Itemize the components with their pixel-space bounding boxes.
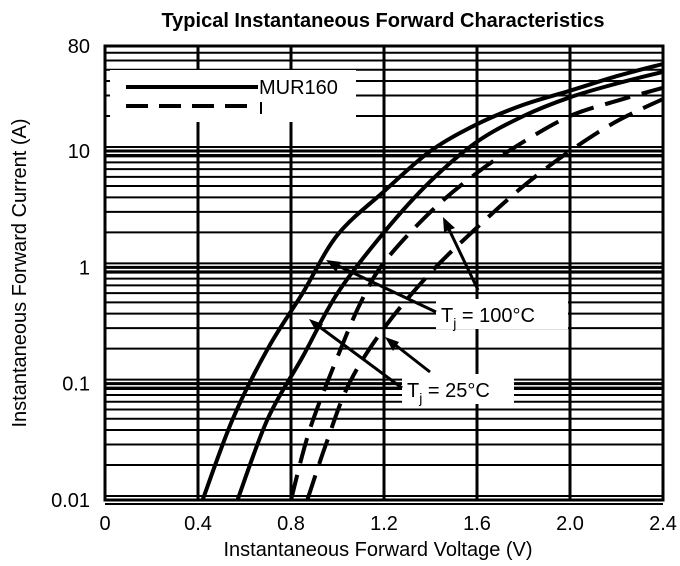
annotation-25c-label: Tj = 25°C [407, 380, 490, 406]
series-line-dashed-4 [305, 97, 664, 501]
x-tick-label: 1.6 [463, 513, 491, 535]
annotation-25c-box [402, 374, 514, 404]
series-line-solid-1 [200, 62, 664, 501]
plot-frame [103, 44, 665, 502]
x-tick-label: 1.2 [370, 513, 398, 535]
annotation-100c: Tj = 100°C [326, 217, 568, 331]
chart-title: Typical Instantaneous Forward Characteri… [161, 10, 604, 32]
arrowhead-25c-solid [309, 319, 323, 333]
arrow-25c-solid [312, 320, 403, 390]
arrow-100c-dashed [443, 220, 480, 291]
x-tick-labels: 0 0.4 0.8 1.2 1.6 2.0 2.4 [99, 513, 676, 535]
x-tick-label: 2.4 [649, 513, 677, 535]
annotation-100c-box [436, 299, 568, 329]
y-tick-label: 0.1 [62, 374, 90, 396]
x-tick-label: 0.8 [277, 513, 305, 535]
x-tick-label: 0.4 [184, 513, 212, 535]
annotation-25c: Tj = 25°C [309, 319, 514, 406]
legend-box [110, 70, 356, 122]
arrow-100c-solid [329, 260, 437, 314]
arrowhead-25c-dashed [385, 337, 399, 351]
legend-label-solid: MUR160 [259, 77, 338, 99]
arrowhead-100c-solid [326, 260, 341, 272]
y-tick-label: 10 [68, 141, 90, 163]
y-axis-label: Instantaneous Forward Current (A) [9, 118, 31, 427]
y-tick-labels: 80 10 1 0.1 0.01 [51, 36, 90, 512]
x-axis-label: Instantaneous Forward Voltage (V) [223, 539, 532, 561]
y-tick-label: 1 [79, 257, 90, 279]
series-line-dashed-3 [289, 85, 664, 501]
y-tick-label: 0.01 [51, 490, 90, 512]
x-tick-label: 0 [99, 513, 110, 535]
x-tick-label: 2.0 [556, 513, 584, 535]
annotation-100c-label: Tj = 100°C [441, 305, 535, 331]
series-line-solid-2 [235, 69, 664, 501]
arrowhead-100c-dashed [443, 217, 455, 232]
legend: MUR160 [110, 70, 356, 122]
data-series [200, 62, 664, 501]
y-tick-label: 80 [68, 36, 90, 58]
